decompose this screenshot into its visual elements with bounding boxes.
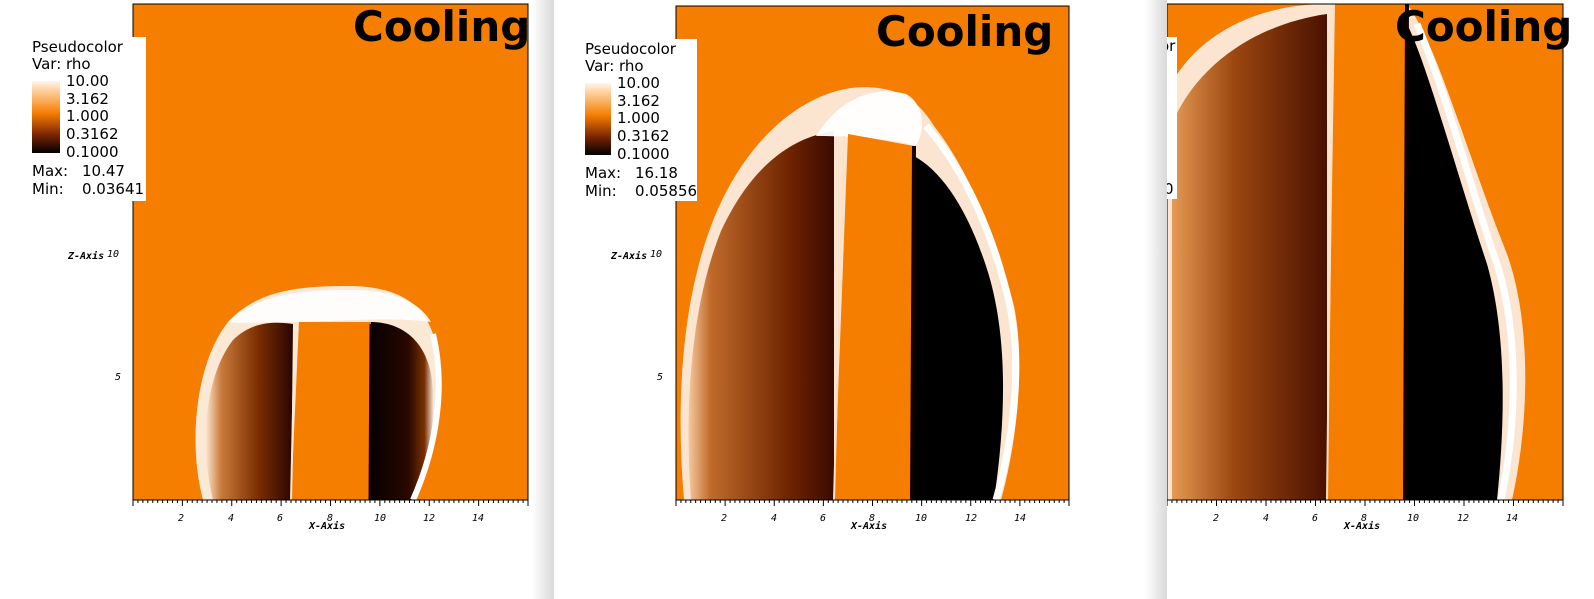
x-tick-label-3-12: 12 [1457,513,1470,524]
legend-plot-type-1: Pseudocolor [32,38,123,56]
jet-column-3 [1327,4,1407,500]
legend-colorbar-2 [585,83,611,155]
legend-min-label-1: Min: [32,180,64,198]
density-field-1 [133,4,528,500]
legend-min-label-2: Min: [585,182,617,200]
legend-max-label-1: Max: [32,162,69,180]
x-axis-title-2: X-Axis [851,521,888,532]
x-tick-label-2-12: 12 [965,513,978,524]
shell-edge-1 [410,333,442,500]
shell-edge-3 [1413,22,1517,500]
y-tick-label-2-10: 10 [650,249,663,260]
window-separator-2 [1145,0,1167,599]
cavity-right-lobe-3 [1405,24,1503,500]
bubble-cap-2 [816,91,923,146]
x-tick-label-1-8: 8 [327,513,334,524]
chart-title-1: Cooling [353,2,531,51]
x-axis-title-1: X-Axis [309,521,346,532]
axes-3 [1167,3,1564,506]
legend-var-2: Var: rho [585,57,644,75]
x-axis-title-3: X-Axis [1344,521,1381,532]
z-axis-title-2: Z-Axis [611,251,648,262]
plot-area-3: Cooling [1167,4,1572,500]
legend-colorbar-1 [32,81,60,153]
legend-tick-1-1: 3.162 [66,90,109,108]
plot-area-1: Cooling [133,2,531,500]
legend-tick-1-0: 10.00 [66,72,109,90]
x-tick-label-1-2: 2 [178,513,185,524]
jet-column-2 [834,134,914,500]
legend-max-label-2: Max: [585,164,622,182]
x-tick-label-3-10: 10 [1407,513,1420,524]
x-tick-label-2-4: 4 [771,513,778,524]
y-tick-label-2-5: 5 [657,372,664,383]
legend-min-value-2: 0.05856 [635,182,698,200]
x-minor-ticks-2 [675,500,1070,506]
legend-min-value-3: 0 [1167,180,1174,198]
legend-partial-text-3: or [1167,37,1176,55]
z-axis-title-1: Z-Axis [68,251,105,262]
cavity-left-lobe-3 [1172,14,1327,500]
legend-1: Pseudocolor Var: rho 10.00 3.162 1.000 0… [30,37,146,201]
legend-tick-2-0: 10.00 [617,74,660,92]
axes-1 [132,3,529,506]
x-minor-ticks-1 [132,500,529,506]
x-minor-ticks-3 [1167,500,1564,506]
visit-window-1: Cooling X-Axis Z-Axis 2 4 6 8 10 12 14 1… [0,0,553,599]
x-tick-label-2-6: 6 [820,513,827,524]
x-tick-label-1-4: 4 [228,513,235,524]
x-tick-label-2-10: 10 [915,513,928,524]
y-tick-label-1-10: 10 [107,249,120,260]
legend-tick-2-4: 0.1000 [617,145,670,163]
legend-2: Pseudocolor Var: rho 10.00 3.162 1.000 0… [583,39,697,201]
legend-max-value-2: 16.18 [635,164,678,182]
legend-tick-2-2: 1.000 [617,109,660,127]
legend-plot-type-2: Pseudocolor [585,40,676,58]
jet-shear-left-2 [833,135,845,500]
jet-shear-left-3 [1326,4,1334,500]
axes-2 [675,5,1070,506]
window-separator-1 [532,0,554,599]
x-tick-label-3-8: 8 [1361,513,1368,524]
plot-area-2: Cooling [676,6,1069,500]
cavity-right-lobe-2 [912,156,1004,500]
chart-title-2: Cooling [876,7,1054,56]
y-tick-label-1-5: 5 [115,372,122,383]
x-tick-label-2-14: 14 [1014,513,1027,524]
legend-tick-1-2: 1.000 [66,107,109,125]
legend-3-partial: or 0 [1167,37,1177,199]
x-tick-label-2-2: 2 [721,513,728,524]
x-tick-label-3-14: 14 [1506,513,1519,524]
chart-title-3: Cooling [1395,2,1573,51]
x-tick-label-3-4: 4 [1263,513,1270,524]
x-tick-label-1-12: 12 [423,513,436,524]
cavity-right-lobe-1 [370,322,435,500]
legend-tick-2-1: 3.162 [617,92,660,110]
bubble-cap-1 [228,290,431,323]
density-field-2 [676,6,1069,500]
cavity-left-lobe-1 [205,322,293,500]
legend-max-value-1: 10.47 [82,162,125,180]
jet-shear-right-1 [368,323,373,500]
legend-var-1: Var: rho [32,55,91,73]
x-tick-label-2-8: 8 [869,513,876,524]
jet-shear-left-1 [290,323,296,500]
visit-window-2: Cooling X-Axis Z-Axis 2 4 6 8 10 12 14 1… [554,0,1162,599]
jet-shear-right-3 [1403,4,1409,500]
x-tick-label-1-10: 10 [374,513,387,524]
x-tick-label-3-2: 2 [1213,513,1220,524]
x-tick-label-1-6: 6 [277,513,284,524]
legend-tick-2-3: 0.3162 [617,127,670,145]
cavity-left-lobe-2 [688,131,834,500]
x-tick-label-3-6: 6 [1312,513,1319,524]
jet-column-1 [291,322,371,500]
legend-min-value-1: 0.03641 [82,180,145,198]
legend-tick-1-4: 0.1000 [66,143,119,161]
legend-tick-1-3: 0.3162 [66,125,119,143]
density-field-3 [1167,4,1563,500]
jet-shear-right-2 [910,145,916,500]
shell-edge-2 [923,123,1020,500]
visit-window-3: Cooling X-Axis 2 4 6 8 10 12 14 or 0 [1167,0,1594,599]
x-tick-label-1-14: 14 [472,513,485,524]
